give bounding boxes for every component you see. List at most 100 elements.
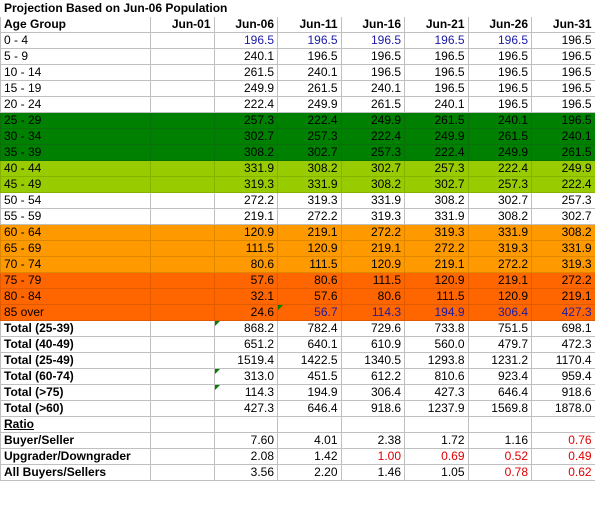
cell-jun-01[interactable] (150, 240, 215, 257)
empty-cell[interactable] (531, 416, 595, 433)
cell-jun-26[interactable]: 302.7 (467, 192, 532, 209)
cell-jun-26[interactable]: 1.16 (467, 432, 532, 449)
cell-jun-11[interactable]: 646.4 (277, 400, 342, 417)
cell-jun-21[interactable]: 196.5 (404, 80, 469, 97)
cell-jun-01[interactable] (150, 336, 215, 353)
cell-jun-16[interactable]: 331.9 (340, 192, 405, 209)
cell-jun-31[interactable]: 1170.4 (531, 352, 595, 369)
cell-jun-26[interactable]: 0.52 (467, 448, 532, 465)
cell-jun-16[interactable]: 114.3 (340, 304, 405, 321)
cell-jun-16[interactable]: 80.6 (340, 288, 405, 305)
cell-jun-31[interactable]: 222.4 (531, 176, 595, 193)
cell-jun-31[interactable]: 219.1 (531, 288, 595, 305)
cell-jun-26[interactable]: 249.9 (467, 144, 532, 161)
cell-jun-31[interactable]: 196.5 (531, 48, 595, 65)
cell-jun-11[interactable]: 257.3 (277, 128, 342, 145)
cell-jun-16[interactable]: 196.5 (340, 32, 405, 49)
row-label[interactable]: 40 - 44 (0, 160, 151, 177)
cell-jun-16[interactable]: 196.5 (340, 64, 405, 81)
cell-jun-16[interactable]: 240.1 (340, 80, 405, 97)
cell-jun-06[interactable]: 7.60 (213, 432, 278, 449)
cell-jun-01[interactable] (150, 176, 215, 193)
cell-jun-11[interactable]: 222.4 (277, 112, 342, 129)
cell-jun-11[interactable]: 302.7 (277, 144, 342, 161)
empty-cell[interactable] (150, 416, 215, 433)
cell-jun-21[interactable]: 1.72 (404, 432, 469, 449)
cell-jun-31[interactable]: 319.3 (531, 256, 595, 273)
cell-jun-26[interactable]: 196.5 (467, 64, 532, 81)
cell-jun-11[interactable]: 194.9 (277, 384, 342, 401)
column-header-jun-26[interactable]: Jun-26 (467, 16, 532, 33)
cell-jun-06[interactable]: 24.6 (213, 304, 278, 321)
cell-jun-01[interactable] (150, 160, 215, 177)
cell-jun-26[interactable]: 240.1 (467, 112, 532, 129)
cell-jun-21[interactable]: 219.1 (404, 256, 469, 273)
cell-jun-01[interactable] (150, 64, 215, 81)
cell-jun-16[interactable]: 196.5 (340, 48, 405, 65)
cell-jun-26[interactable]: 196.5 (467, 32, 532, 49)
cell-jun-26[interactable]: 331.9 (467, 224, 532, 241)
row-label[interactable]: 60 - 64 (0, 224, 151, 241)
cell-jun-11[interactable]: 308.2 (277, 160, 342, 177)
cell-jun-26[interactable]: 1231.2 (467, 352, 532, 369)
row-label[interactable]: 30 - 34 (0, 128, 151, 145)
row-label[interactable]: 5 - 9 (0, 48, 151, 65)
cell-jun-16[interactable]: 120.9 (340, 256, 405, 273)
cell-jun-21[interactable]: 272.2 (404, 240, 469, 257)
cell-jun-11[interactable]: 272.2 (277, 208, 342, 225)
cell-jun-06[interactable]: 319.3 (213, 176, 278, 193)
cell-jun-16[interactable]: 308.2 (340, 176, 405, 193)
cell-jun-21[interactable]: 427.3 (404, 384, 469, 401)
cell-jun-31[interactable]: 472.3 (531, 336, 595, 353)
cell-jun-01[interactable] (150, 128, 215, 145)
ratio-label[interactable]: Ratio (0, 416, 151, 433)
cell-jun-01[interactable] (150, 208, 215, 225)
cell-jun-21[interactable]: 120.9 (404, 272, 469, 289)
row-label[interactable]: 20 - 24 (0, 96, 151, 113)
cell-jun-06[interactable]: 32.1 (213, 288, 278, 305)
cell-jun-11[interactable]: 219.1 (277, 224, 342, 241)
cell-jun-31[interactable]: 427.3 (531, 304, 595, 321)
cell-jun-11[interactable]: 56.7 (277, 304, 342, 321)
cell-jun-16[interactable]: 319.3 (340, 208, 405, 225)
cell-jun-31[interactable]: 196.5 (531, 96, 595, 113)
cell-jun-21[interactable]: 0.69 (404, 448, 469, 465)
cell-jun-21[interactable]: 196.5 (404, 32, 469, 49)
cell-jun-26[interactable]: 196.5 (467, 48, 532, 65)
cell-jun-26[interactable]: 272.2 (467, 256, 532, 273)
cell-jun-21[interactable]: 261.5 (404, 112, 469, 129)
cell-jun-06[interactable]: 308.2 (213, 144, 278, 161)
cell-jun-26[interactable]: 1569.8 (467, 400, 532, 417)
cell-jun-16[interactable]: 219.1 (340, 240, 405, 257)
cell-jun-16[interactable]: 261.5 (340, 96, 405, 113)
empty-cell[interactable] (340, 416, 405, 433)
cell-jun-21[interactable]: 302.7 (404, 176, 469, 193)
cell-jun-26[interactable]: 261.5 (467, 128, 532, 145)
cell-jun-11[interactable]: 240.1 (277, 64, 342, 81)
cell-jun-21[interactable]: 1237.9 (404, 400, 469, 417)
row-label[interactable]: 70 - 74 (0, 256, 151, 273)
cell-jun-06[interactable]: 114.3 (213, 384, 278, 401)
row-label[interactable]: 75 - 79 (0, 272, 151, 289)
row-label[interactable]: Total (40-49) (0, 336, 151, 353)
cell-jun-31[interactable]: 196.5 (531, 80, 595, 97)
column-header-jun-16[interactable]: Jun-16 (340, 16, 405, 33)
cell-jun-16[interactable]: 1340.5 (340, 352, 405, 369)
cell-jun-06[interactable]: 111.5 (213, 240, 278, 257)
cell-jun-01[interactable] (150, 256, 215, 273)
cell-jun-01[interactable] (150, 368, 215, 385)
cell-jun-11[interactable]: 2.20 (277, 464, 342, 481)
cell-jun-31[interactable]: 0.62 (531, 464, 595, 481)
cell-jun-16[interactable]: 2.38 (340, 432, 405, 449)
cell-jun-06[interactable]: 3.56 (213, 464, 278, 481)
row-label[interactable]: Total (25-49) (0, 352, 151, 369)
cell-jun-06[interactable]: 240.1 (213, 48, 278, 65)
cell-jun-26[interactable]: 120.9 (467, 288, 532, 305)
cell-jun-31[interactable]: 261.5 (531, 144, 595, 161)
cell-jun-26[interactable]: 196.5 (467, 96, 532, 113)
cell-jun-31[interactable]: 249.9 (531, 160, 595, 177)
cell-jun-16[interactable]: 1.00 (340, 448, 405, 465)
cell-jun-16[interactable]: 612.2 (340, 368, 405, 385)
cell-jun-16[interactable]: 729.6 (340, 320, 405, 337)
cell-jun-01[interactable] (150, 80, 215, 97)
